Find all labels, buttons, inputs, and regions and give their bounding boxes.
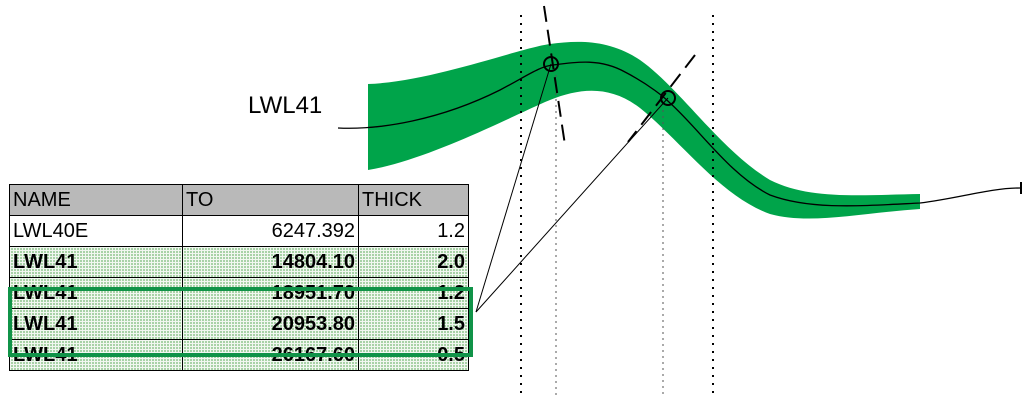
cell-to: 6247.392 bbox=[182, 215, 359, 247]
cell-name: LWL41 bbox=[9, 277, 183, 309]
centerline bbox=[337, 61, 1021, 207]
cell-to: 18951.70 bbox=[182, 277, 359, 309]
table-header-row: NAME TO THICK bbox=[9, 184, 469, 216]
header-name: NAME bbox=[9, 184, 183, 216]
table-row[interactable]: LWL41 18951.70 1.2 bbox=[9, 277, 469, 309]
cell-name: LWL40E bbox=[9, 215, 183, 247]
cell-to: 20953.80 bbox=[182, 308, 359, 340]
line-label: LWL41 bbox=[248, 92, 323, 119]
attribute-table: NAME TO THICK LWL40E 6247.392 1.2 LWL41 … bbox=[9, 184, 469, 371]
cell-thick: 2.0 bbox=[358, 246, 469, 278]
header-thick: THICK bbox=[358, 184, 469, 216]
vertex-marker bbox=[660, 90, 676, 106]
table-row[interactable]: LWL41 20953.80 1.5 bbox=[9, 308, 469, 340]
table-row[interactable]: LWL40E 6247.392 1.2 bbox=[9, 215, 469, 247]
cell-to: 14804.10 bbox=[182, 246, 359, 278]
cell-thick: 1.2 bbox=[358, 215, 469, 247]
cell-name: LWL41 bbox=[9, 246, 183, 278]
cell-to: 26167.60 bbox=[182, 339, 359, 371]
cell-thick: 0.5 bbox=[358, 339, 469, 371]
cell-thick: 1.5 bbox=[358, 308, 469, 340]
leader-line bbox=[475, 63, 552, 313]
leader-line bbox=[475, 97, 669, 313]
table-row[interactable]: LWL41 26167.60 0.5 bbox=[9, 339, 469, 371]
cell-name: LWL41 bbox=[9, 308, 183, 340]
vertex-marker bbox=[543, 56, 559, 72]
cell-thick: 1.2 bbox=[358, 277, 469, 309]
header-to: TO bbox=[182, 184, 359, 216]
thickness-band bbox=[368, 41, 920, 219]
cell-name: LWL41 bbox=[9, 339, 183, 371]
table-row[interactable]: LWL41 14804.10 2.0 bbox=[9, 246, 469, 278]
